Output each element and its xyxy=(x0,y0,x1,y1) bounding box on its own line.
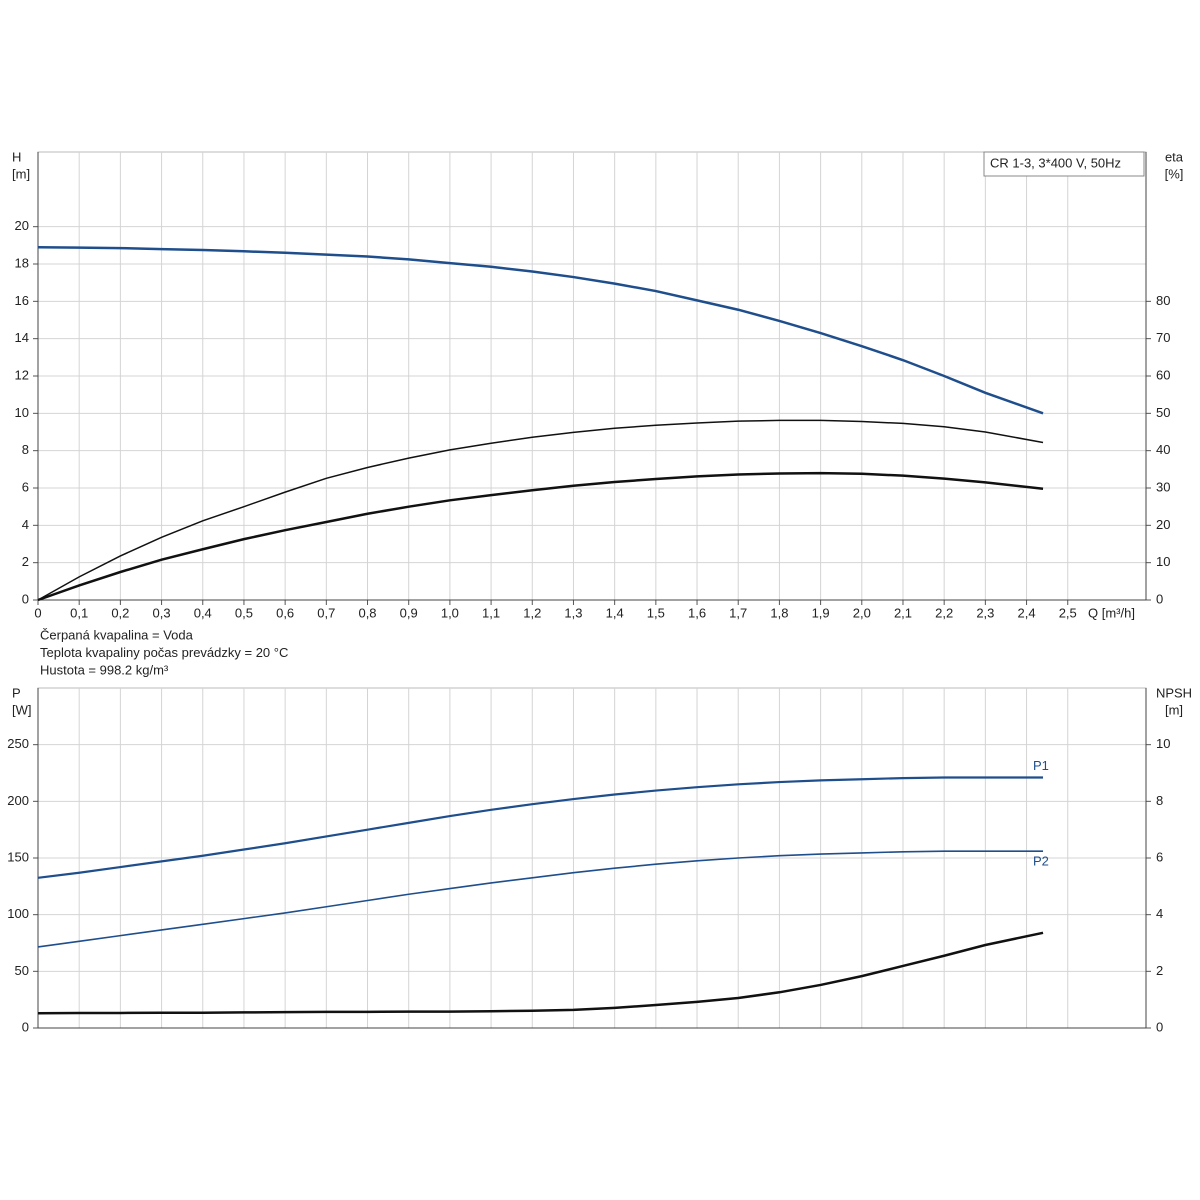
y-tick-label: 200 xyxy=(7,793,29,808)
y-tick-label: 0 xyxy=(22,591,29,606)
x-axis-label: Q [m³/h] xyxy=(1088,605,1135,620)
y-axis-label: [W] xyxy=(12,702,32,717)
y-axis-label: P xyxy=(12,685,21,700)
y2-tick-label: 10 xyxy=(1156,554,1170,569)
x-tick-label: 0,1 xyxy=(70,605,88,620)
x-tick-label: 1,6 xyxy=(688,605,706,620)
x-tick-label: 2,5 xyxy=(1059,605,1077,620)
y2-tick-label: 8 xyxy=(1156,793,1163,808)
legend-title: CR 1-3, 3*400 V, 50Hz xyxy=(990,155,1121,170)
x-tick-label: 1,0 xyxy=(441,605,459,620)
curve xyxy=(37,471,1044,602)
x-tick-label: 2,0 xyxy=(853,605,871,620)
x-tick-label: 1,5 xyxy=(647,605,665,620)
x-tick-label: 0,6 xyxy=(276,605,294,620)
y2-axis-label: [m] xyxy=(1165,702,1183,717)
curve xyxy=(37,776,1044,879)
x-tick-label: 0,3 xyxy=(153,605,171,620)
y-tick-label: 100 xyxy=(7,906,29,921)
note: Hustota = 998.2 kg/m³ xyxy=(40,662,169,677)
x-tick-label: 0,4 xyxy=(194,605,212,620)
x-tick-label: 0,2 xyxy=(111,605,129,620)
curve xyxy=(37,931,1044,1015)
x-tick-label: 1,4 xyxy=(606,605,624,620)
y2-tick-label: 50 xyxy=(1156,405,1170,420)
y-tick-label: 6 xyxy=(22,479,29,494)
x-tick-label: 1,3 xyxy=(564,605,582,620)
x-tick-label: 0,8 xyxy=(358,605,376,620)
x-tick-label: 1,1 xyxy=(482,605,500,620)
y-tick-label: 16 xyxy=(15,293,29,308)
y2-axis-label: [%] xyxy=(1165,166,1184,181)
series-label: P2 xyxy=(1033,854,1049,869)
y2-tick-label: 40 xyxy=(1156,442,1170,457)
y2-tick-label: 0 xyxy=(1156,1019,1163,1034)
x-tick-label: 0 xyxy=(34,605,41,620)
y2-tick-label: 6 xyxy=(1156,849,1163,864)
curve xyxy=(37,850,1044,948)
x-tick-label: 2,1 xyxy=(894,605,912,620)
y-tick-label: 250 xyxy=(7,736,29,751)
x-tick-label: 1,7 xyxy=(729,605,747,620)
y2-axis-label: eta xyxy=(1165,149,1184,164)
y2-tick-label: 30 xyxy=(1156,479,1170,494)
x-tick-label: 0,9 xyxy=(400,605,418,620)
curve xyxy=(37,419,1044,601)
x-tick-label: 1,9 xyxy=(812,605,830,620)
y2-axis-label: NPSH xyxy=(1156,685,1192,700)
y2-tick-label: 60 xyxy=(1156,367,1170,382)
curve xyxy=(37,245,1044,415)
y2-tick-label: 2 xyxy=(1156,963,1163,978)
y-tick-label: 0 xyxy=(22,1019,29,1034)
y2-tick-label: 10 xyxy=(1156,736,1170,751)
y-tick-label: 4 xyxy=(22,517,29,532)
x-tick-label: 1,8 xyxy=(770,605,788,620)
y-tick-label: 12 xyxy=(15,367,29,382)
y2-tick-label: 80 xyxy=(1156,293,1170,308)
note: Teplota kvapaliny počas prevádzky = 20 °… xyxy=(40,645,288,660)
y-tick-label: 14 xyxy=(15,330,29,345)
x-tick-label: 2,3 xyxy=(976,605,994,620)
y-tick-label: 2 xyxy=(22,554,29,569)
note: Čerpaná kvapalina = Voda xyxy=(40,627,194,642)
y-tick-label: 18 xyxy=(15,255,29,270)
y2-tick-label: 4 xyxy=(1156,906,1163,921)
y2-tick-label: 0 xyxy=(1156,591,1163,606)
y-tick-label: 20 xyxy=(15,218,29,233)
y2-tick-label: 20 xyxy=(1156,517,1170,532)
y2-tick-label: 70 xyxy=(1156,330,1170,345)
x-tick-label: 0,7 xyxy=(317,605,335,620)
x-tick-label: 2,4 xyxy=(1018,605,1036,620)
legend-box xyxy=(983,151,1145,177)
y-axis-label: [m] xyxy=(12,166,30,181)
y-tick-label: 8 xyxy=(22,442,29,457)
y-axis-label: H xyxy=(12,149,21,164)
y-tick-label: 150 xyxy=(7,849,29,864)
series-label: P1 xyxy=(1033,758,1049,773)
x-tick-label: 0,5 xyxy=(235,605,253,620)
x-tick-label: 1,2 xyxy=(523,605,541,620)
y-tick-label: 10 xyxy=(15,405,29,420)
y-tick-label: 50 xyxy=(15,963,29,978)
x-tick-label: 2,2 xyxy=(935,605,953,620)
